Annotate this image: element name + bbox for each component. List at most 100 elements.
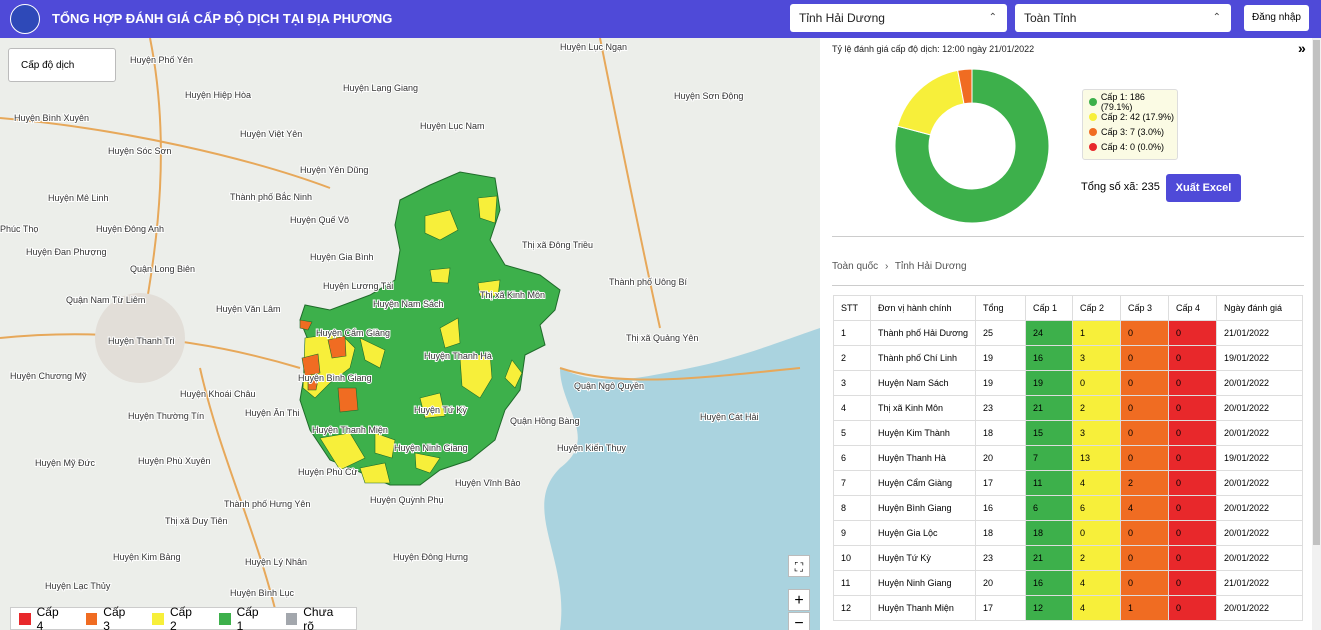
- place-label: Quận Nam Từ Liêm: [66, 295, 145, 305]
- table-cell: 8: [833, 495, 871, 521]
- place-label: Huyện Phù Cừ: [298, 467, 358, 477]
- legend-label: Cấp 3: 7 (3.0%): [1101, 126, 1165, 137]
- place-label: Huyện Đan Phượng: [26, 247, 106, 257]
- place-label: Huyện Sóc Sơn: [108, 146, 171, 156]
- table-cell: 0: [1072, 370, 1121, 396]
- table-cell: 0: [1168, 570, 1217, 596]
- table-row[interactable]: 6 Huyện Thanh Hà 20 7 13 0 0 19/01/2022: [833, 445, 1303, 471]
- export-button[interactable]: Xuất Excel: [1166, 174, 1241, 202]
- login-button[interactable]: Đăng nhập: [1244, 5, 1309, 31]
- table-cell: 0: [1120, 570, 1169, 596]
- table-cell: 6: [1025, 495, 1073, 521]
- legend-item: Cấp 4: [19, 605, 68, 630]
- place-label: Huyện Gia Bình: [310, 252, 374, 262]
- table-cell: 2: [1072, 395, 1121, 421]
- logo: [10, 4, 40, 34]
- table-cell: 0: [1168, 595, 1217, 621]
- table-cell: 4: [1072, 570, 1121, 596]
- table-cell: 2: [833, 345, 871, 371]
- table-cell: 0: [1168, 545, 1217, 571]
- table-row[interactable]: 1 Thành phố Hải Dương 25 24 1 0 0 21/01/2022: [833, 320, 1303, 346]
- legend-label: Cấp 1: 186 (79.1%): [1100, 91, 1145, 112]
- legend-label: Cấp 4: 0 (0.0%): [1101, 141, 1165, 152]
- place-label: Huyện Khoái Châu: [180, 389, 256, 399]
- donut-title: Tỷ lệ đánh giá cấp độ dịch: 12:00 ngày 2…: [832, 44, 1035, 54]
- table-cell: Thành phố Hải Dương: [870, 320, 976, 346]
- scrollbar[interactable]: [1312, 38, 1321, 630]
- table-row[interactable]: 4 Thị xã Kinh Môn 23 21 2 0 0 20/01/2022: [833, 395, 1303, 421]
- breadcrumb-item[interactable]: Tỉnh Hải Dương: [894, 261, 967, 272]
- table-cell: 0: [1168, 520, 1217, 546]
- breadcrumb-item[interactable]: Toàn quốc: [832, 261, 879, 272]
- table-cell: 6: [833, 445, 871, 471]
- map-legend: Cấp 4 Cấp 3 Cấp 2 Cấp 1 Chưa rõ: [10, 604, 357, 630]
- app-title: TỔNG HỢP ĐÁNH GIÁ CẤP ĐỘ DỊCH TẠI ĐỊA PH…: [52, 11, 393, 26]
- place-label: Thị xã Kinh Môn: [480, 290, 545, 300]
- place-label: Huyện Ân Thi: [245, 408, 299, 418]
- table-cell: Huyện Gia Lộc: [870, 520, 976, 546]
- table-cell: 11: [1025, 470, 1073, 496]
- zoom-in-button[interactable]: +: [788, 589, 810, 611]
- table-cell: 16: [975, 495, 1026, 521]
- table-row[interactable]: 11 Huyện Ninh Giang 20 16 4 0 0 21/01/2022: [833, 570, 1303, 596]
- place-label: Huyện Lục Ngạn: [560, 42, 627, 52]
- table-cell: 0: [1120, 420, 1169, 446]
- table-cell: 18: [975, 520, 1026, 546]
- table-cell: Huyện Nam Sách: [870, 370, 976, 396]
- table-cell: 0: [1168, 420, 1217, 446]
- legend-label: Cấp 3: [103, 604, 126, 630]
- level2-areas: [302, 195, 523, 484]
- donut-legend-item: Cấp 1: 186 (79.1%): [1089, 91, 1177, 112]
- zoom-out-button[interactable]: −: [788, 612, 810, 630]
- map-canvas: Huyện Phố Yên Huyện Lục Ngạn Huyện Hiệp Hò…: [0, 38, 820, 630]
- table-row[interactable]: 5 Huyện Kim Thành 18 15 3 0 0 20/01/2022: [833, 420, 1303, 446]
- table-cell: 19/01/2022: [1216, 445, 1303, 471]
- legend-label: Cấp 1: [236, 604, 259, 630]
- table-row[interactable]: 2 Thành phố Chí Linh 19 16 3 0 0 19/01/2022: [833, 345, 1303, 371]
- table-row[interactable]: 3 Huyện Nam Sách 19 19 0 0 0 20/01/2022: [833, 370, 1303, 396]
- collapse-button[interactable]: »: [1298, 40, 1306, 56]
- province-select[interactable]: Tỉnh Hải Dương: [790, 4, 1007, 32]
- table-row[interactable]: 8 Huyện Bình Giang 16 6 6 4 0 20/01/2022: [833, 495, 1303, 521]
- table-cell: 12: [833, 595, 871, 621]
- legend-swatch: [285, 612, 298, 625]
- place-label: Huyện Mê Linh: [48, 193, 109, 203]
- table-cell: 4: [1120, 495, 1169, 521]
- map[interactable]: Huyện Phố Yên Huyện Lục Ngạn Huyện Hiệp Hò…: [0, 38, 820, 630]
- legend-item: Cấp 1: [218, 604, 268, 630]
- table-cell: 11: [833, 570, 871, 596]
- place-label: Huyện Lạng Giang: [343, 83, 418, 93]
- table-cell: 4: [833, 395, 871, 421]
- table-cell: Huyện Thanh Hà: [870, 445, 976, 471]
- table-cell: 20/01/2022: [1216, 520, 1303, 546]
- place-label: Huyện Lý Nhân: [245, 557, 307, 567]
- place-label: Huyện Ninh Giang: [394, 443, 468, 453]
- table-cell: 21: [1025, 395, 1073, 421]
- donut-chart: [894, 68, 1050, 224]
- table-cell: 21/01/2022: [1216, 570, 1303, 596]
- donut-legend-item: Cấp 2: 42 (17.9%): [1089, 109, 1177, 124]
- total-communes: Tổng số xã: 235: [1081, 181, 1160, 193]
- table-row[interactable]: 7 Huyện Cẩm Giàng 17 11 4 2 0 20/01/2022: [833, 470, 1303, 496]
- legend-dot: [1089, 97, 1097, 106]
- separator: [832, 285, 1304, 286]
- table-row[interactable]: 10 Huyện Tứ Kỳ 23 21 2 0 0 20/01/2022: [833, 545, 1303, 571]
- layer-select[interactable]: Cấp độ dịch: [8, 48, 116, 82]
- table-row[interactable]: 9 Huyện Gia Lộc 18 18 0 0 0 20/01/2022: [833, 520, 1303, 546]
- table-cell: 9: [833, 520, 871, 546]
- district-select[interactable]: Toàn Tỉnh: [1015, 4, 1231, 32]
- place-label: Huyện Quế Võ: [290, 215, 349, 225]
- table-cell: 13: [1072, 445, 1121, 471]
- table-cell: 7: [833, 470, 871, 496]
- fullscreen-button[interactable]: ⛶: [788, 555, 810, 577]
- table-cell: 4: [1072, 470, 1121, 496]
- table-row[interactable]: 12 Huyện Thanh Miện 17 12 4 1 0 20/01/2022: [833, 595, 1303, 621]
- table-cell: 0: [1120, 345, 1169, 371]
- table-cell: 20/01/2022: [1216, 395, 1303, 421]
- table-cell: 0: [1120, 370, 1169, 396]
- table-cell: 20/01/2022: [1216, 545, 1303, 571]
- legend-label: Chưa rõ: [303, 604, 334, 630]
- column-header: Ngày đánh giá: [1216, 295, 1303, 321]
- table-cell: 21/01/2022: [1216, 320, 1303, 346]
- table-cell: 17: [975, 595, 1026, 621]
